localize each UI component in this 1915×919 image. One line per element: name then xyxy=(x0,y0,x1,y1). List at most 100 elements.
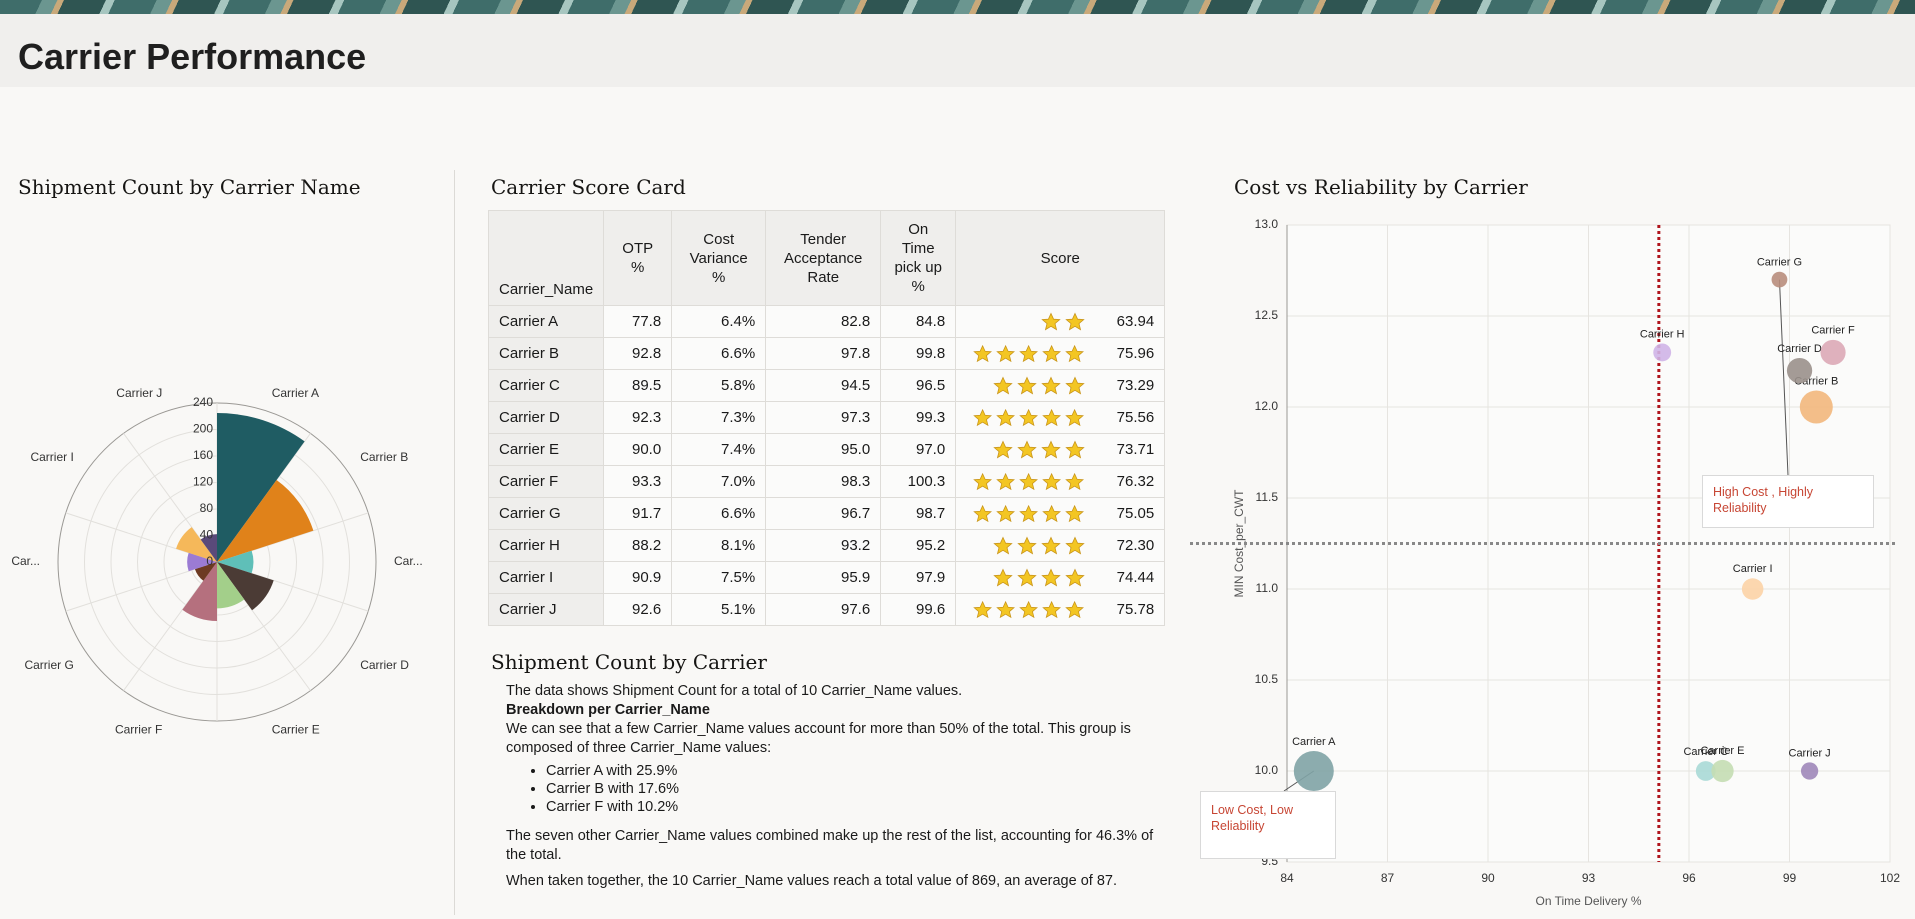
star xyxy=(1016,376,1037,394)
divider xyxy=(454,170,455,915)
table-cell: 84.8 xyxy=(880,305,957,338)
y-tick-label: 11.5 xyxy=(1256,490,1279,504)
radial-tick-label: 40 xyxy=(200,528,214,542)
star-shape xyxy=(1064,536,1085,554)
table-row: Carrier B 92.8 6.6% 97.8 99.8 75.96 xyxy=(487,337,1166,370)
category-label: Carrier G xyxy=(24,658,73,672)
star xyxy=(972,504,992,522)
table-row: Carrier F 93.3 7.0% 98.3 100.3 76.32 xyxy=(487,465,1166,498)
table-cell: 8.1% xyxy=(671,529,767,562)
table-cell: Carrier I xyxy=(487,561,605,594)
star-shape xyxy=(1040,440,1061,458)
spoke xyxy=(123,561,218,691)
table-cell: 5.1% xyxy=(671,593,767,626)
table-cell: 100.3 xyxy=(880,465,957,498)
table-cell: 82.8 xyxy=(765,305,882,338)
summary-item: Carrier A with 25.9% xyxy=(546,762,1166,780)
table-cell: 99.3 xyxy=(880,401,957,434)
star xyxy=(1042,344,1062,362)
star xyxy=(992,440,1013,458)
table-cell: 96.5 xyxy=(880,369,957,402)
category-label: Car... xyxy=(11,554,40,568)
rose-wedge xyxy=(182,562,217,621)
category-label: Carrier D xyxy=(360,658,409,672)
category-label: Carrier E xyxy=(272,723,320,737)
star-rating xyxy=(971,344,1087,364)
table-cell: Carrier B xyxy=(487,337,605,370)
score-wrap: 72.30 xyxy=(966,536,1154,556)
star-rating xyxy=(971,600,1087,620)
star-shape xyxy=(1040,536,1061,554)
score-wrap: 73.71 xyxy=(966,440,1154,460)
table-cell: 92.3 xyxy=(603,401,673,434)
score-wrap: 75.96 xyxy=(966,344,1154,364)
star-shape xyxy=(1016,536,1037,554)
category-label: Carrier J xyxy=(116,386,162,400)
table-cell: 7.3% xyxy=(671,401,767,434)
table-cell: 97.9 xyxy=(880,561,957,594)
x-tick-label: 96 xyxy=(1682,871,1696,885)
radial-tick-label: 80 xyxy=(200,501,214,515)
star-shape xyxy=(1019,408,1039,426)
bubble xyxy=(1293,751,1334,791)
annotation: Low Cost, Low Reliability xyxy=(1200,791,1336,859)
star xyxy=(1019,472,1039,490)
table-cell: 97.6 xyxy=(765,593,882,626)
radial-tick-label: 200 xyxy=(193,422,213,436)
table-cell: Carrier J xyxy=(487,593,605,626)
radial-tick-label: 160 xyxy=(193,448,213,462)
x-tick-label: 90 xyxy=(1481,871,1495,885)
star xyxy=(1019,504,1039,522)
table-cell: 92.6 xyxy=(603,593,673,626)
star-rating xyxy=(971,472,1087,492)
score-value: 75.56 xyxy=(1116,409,1155,426)
y-tick-label: 10.5 xyxy=(1255,672,1279,686)
star-shape xyxy=(1019,344,1039,362)
x-tick-label: 99 xyxy=(1783,871,1797,885)
star-rating xyxy=(971,536,1087,556)
star-rating xyxy=(971,408,1087,428)
banner-strip xyxy=(0,0,1915,14)
star xyxy=(992,376,1013,394)
column-header: Score xyxy=(955,210,1166,306)
star-shape xyxy=(1040,376,1061,394)
scorecard-title: Carrier Score Card xyxy=(491,175,686,199)
bubble xyxy=(1653,343,1672,362)
star xyxy=(992,536,1013,554)
star-shape xyxy=(1042,472,1062,490)
polar-title: Shipment Count by Carrier Name xyxy=(18,175,361,199)
column-header: On Time pick up % xyxy=(880,210,957,306)
summary-heading: Breakdown per Carrier_Name xyxy=(506,702,710,718)
star-shape xyxy=(992,376,1013,394)
point-label: Carrier F xyxy=(1811,325,1855,337)
star xyxy=(1065,600,1085,618)
point-label: Carrier E xyxy=(1700,745,1744,757)
star-shape xyxy=(1016,440,1037,458)
rose-wedge xyxy=(217,479,314,562)
table-cell: 94.5 xyxy=(765,369,882,402)
table-row: Carrier H 88.2 8.1% 93.2 95.2 72.30 xyxy=(487,529,1166,562)
score-value: 72.30 xyxy=(1116,537,1155,554)
table-cell: Carrier F xyxy=(487,465,605,498)
star-shape xyxy=(992,440,1013,458)
table-cell: 6.4% xyxy=(671,305,767,338)
table-row: Carrier J 92.6 5.1% 97.6 99.6 75.78 xyxy=(487,593,1166,626)
star-shape xyxy=(972,344,992,362)
summary-total: When taken together, the 10 Carrier_Name… xyxy=(506,873,1117,889)
star-shape xyxy=(1016,376,1037,394)
column-header: Cost Variance % xyxy=(671,210,767,306)
star-shape xyxy=(1065,472,1085,490)
star-shape xyxy=(1042,408,1062,426)
star-shape xyxy=(1065,344,1085,362)
table-cell: Carrier G xyxy=(487,497,605,530)
star-shape xyxy=(1064,376,1085,394)
column-header: OTP % xyxy=(603,210,673,306)
score-value: 75.96 xyxy=(1116,345,1155,362)
x-tick-label: 102 xyxy=(1880,871,1900,885)
star xyxy=(996,504,1015,522)
y-tick-label: 13.0 xyxy=(1255,217,1279,231)
star xyxy=(1064,440,1085,458)
star-shape xyxy=(996,344,1015,362)
table-cell: 77.8 xyxy=(603,305,673,338)
star xyxy=(1042,408,1062,426)
